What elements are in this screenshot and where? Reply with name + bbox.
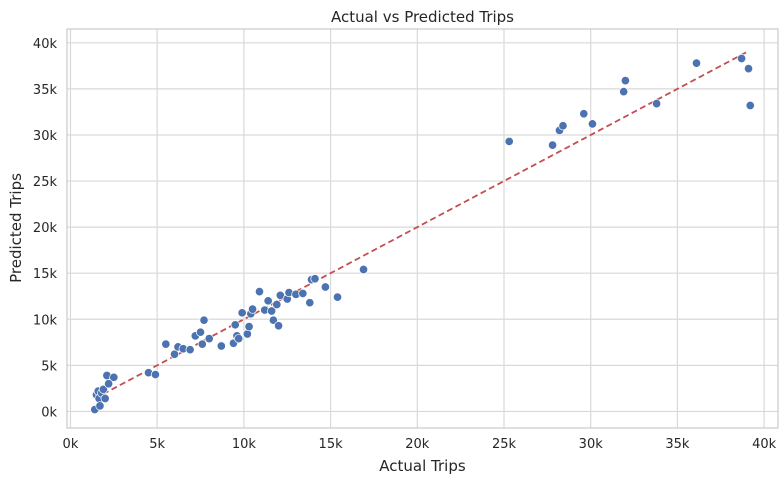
data-point (244, 322, 254, 332)
data-point (305, 298, 315, 308)
plot-frame (66, 28, 779, 429)
y-tick-label: 35k (33, 83, 58, 98)
x-tick-label: 25k (492, 437, 517, 452)
data-point (268, 315, 278, 325)
data-point (620, 76, 630, 86)
x-tick-label: 0k (63, 437, 79, 452)
y-axis-title: Predicted Trips (7, 173, 25, 283)
y-tick-label: 15k (33, 267, 58, 282)
y-tick-label: 40k (33, 37, 58, 52)
y-tick-label: 25k (33, 175, 58, 190)
data-point (216, 341, 226, 351)
data-point (248, 304, 258, 314)
data-point (691, 58, 702, 68)
data-point (587, 119, 597, 129)
x-tick-label: 5k (149, 437, 165, 452)
data-point (195, 327, 206, 337)
data-point (100, 393, 110, 404)
data-point (320, 282, 330, 292)
grid (67, 29, 778, 428)
data-point (237, 308, 247, 318)
x-tick-label: 35k (665, 437, 690, 452)
data-point (743, 64, 754, 74)
data-point (558, 121, 568, 131)
y-tick-label: 30k (33, 129, 58, 144)
data-point (254, 287, 265, 297)
data-point (263, 296, 273, 306)
data-point (504, 136, 514, 146)
data-point (109, 372, 119, 382)
x-tick-label: 40k (752, 437, 777, 452)
data-point (204, 334, 214, 344)
data-point (274, 321, 284, 331)
data-point (95, 401, 105, 411)
data-point (652, 99, 662, 109)
data-point (98, 384, 108, 394)
data-point (199, 315, 209, 325)
data-point (185, 345, 195, 355)
data-point (358, 264, 369, 275)
data-point (272, 299, 282, 310)
data-point (150, 370, 160, 380)
data-point (161, 339, 171, 349)
plot-background (67, 29, 778, 428)
data-point (234, 334, 244, 344)
x-tick-label: 15k (319, 437, 344, 452)
data-point (579, 109, 589, 119)
x-tick-label: 10k (232, 437, 257, 452)
data-point (169, 349, 180, 359)
data-point (104, 379, 114, 389)
y-tick-label: 10k (33, 313, 58, 328)
data-point (332, 292, 343, 302)
x-tick-label: 20k (405, 437, 430, 452)
x-tick-label: 30k (579, 437, 604, 452)
chart-title: Actual vs Predicted Trips (331, 8, 514, 26)
data-point (298, 288, 308, 299)
y-tick-label: 5k (41, 359, 57, 374)
y-tick-labels: 0k 5k 10k 15k 20k 25k 30k 35k 40k (33, 37, 58, 421)
data-point (230, 320, 240, 330)
y-tick-label: 0k (41, 405, 57, 420)
x-axis-title: Actual Trips (379, 457, 466, 475)
data-point (267, 306, 277, 316)
y-tick-label: 20k (33, 221, 58, 236)
data-point (548, 140, 558, 150)
data-point (310, 274, 320, 284)
data-point (737, 53, 747, 64)
data-point (275, 290, 285, 300)
data-point (197, 339, 207, 349)
data-points (90, 53, 755, 415)
x-tick-labels: 0k 5k 10k 15k 20k 25k 30k 35k 40k (63, 437, 777, 452)
data-point (619, 87, 629, 97)
data-point (745, 100, 755, 111)
data-point (242, 329, 252, 339)
